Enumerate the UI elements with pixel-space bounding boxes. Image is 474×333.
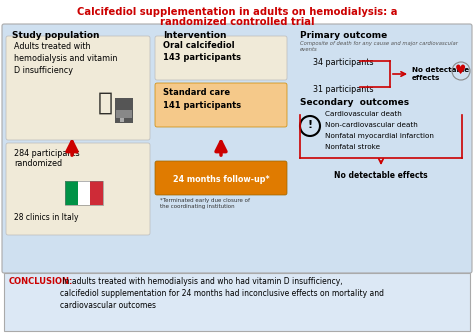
Text: 31 participants: 31 participants <box>313 85 374 94</box>
Bar <box>115 98 133 123</box>
Text: 284 participants: 284 participants <box>14 149 80 158</box>
Text: Standard care
141 participants: Standard care 141 participants <box>163 88 241 110</box>
Text: effects: effects <box>412 75 440 81</box>
FancyBboxPatch shape <box>155 83 287 127</box>
Text: Study population: Study population <box>12 31 100 40</box>
Bar <box>4 273 470 331</box>
Text: randomized: randomized <box>14 159 62 168</box>
Text: Nonfatal myocardial infarction: Nonfatal myocardial infarction <box>325 133 434 139</box>
FancyBboxPatch shape <box>6 143 150 235</box>
Text: 👤: 👤 <box>98 91 112 115</box>
Bar <box>78 181 91 205</box>
Text: Secondary  outcomes: Secondary outcomes <box>300 98 409 107</box>
Bar <box>120 118 124 122</box>
Bar <box>65 181 78 205</box>
Text: Oral calcifediol
143 participants: Oral calcifediol 143 participants <box>163 41 241 63</box>
Text: 34 participants: 34 participants <box>313 58 374 67</box>
Text: Non-cardiovascular death: Non-cardiovascular death <box>325 122 418 128</box>
Text: 28 clinics in Italy: 28 clinics in Italy <box>14 213 79 222</box>
Text: Calcifediol supplementation in adults on hemodialysis: a: Calcifediol supplementation in adults on… <box>77 7 397 17</box>
FancyBboxPatch shape <box>6 36 150 140</box>
Bar <box>65 181 103 205</box>
Text: In adults treated with hemodialysis and who had vitamin D insufficiency,
calcife: In adults treated with hemodialysis and … <box>60 277 384 310</box>
Text: 24 months follow-up*: 24 months follow-up* <box>173 175 269 184</box>
Text: Nonfatal stroke: Nonfatal stroke <box>325 144 380 150</box>
Bar <box>116 110 132 118</box>
Text: !: ! <box>308 120 312 130</box>
Text: ♥: ♥ <box>456 65 466 78</box>
Text: No detectable: No detectable <box>412 67 469 73</box>
Text: Primary outcome: Primary outcome <box>300 31 387 40</box>
Text: Composite of death for any cause and major cardiovascular events: Composite of death for any cause and maj… <box>300 41 458 52</box>
Text: CONCLUSION:: CONCLUSION: <box>9 277 73 286</box>
Bar <box>91 181 103 205</box>
Text: Intervention: Intervention <box>163 31 227 40</box>
Text: No detectable effects: No detectable effects <box>334 171 428 180</box>
Text: Cardiovascular death: Cardiovascular death <box>325 111 402 117</box>
Text: *Terminated early due closure of
the coordinating institution: *Terminated early due closure of the coo… <box>160 198 250 209</box>
FancyBboxPatch shape <box>155 36 287 80</box>
Text: Adults treated with
hemodialysis and vitamin
D insufficiency: Adults treated with hemodialysis and vit… <box>14 42 118 75</box>
FancyBboxPatch shape <box>2 24 472 273</box>
Text: randomized controlled trial: randomized controlled trial <box>160 17 314 27</box>
FancyBboxPatch shape <box>155 161 287 195</box>
